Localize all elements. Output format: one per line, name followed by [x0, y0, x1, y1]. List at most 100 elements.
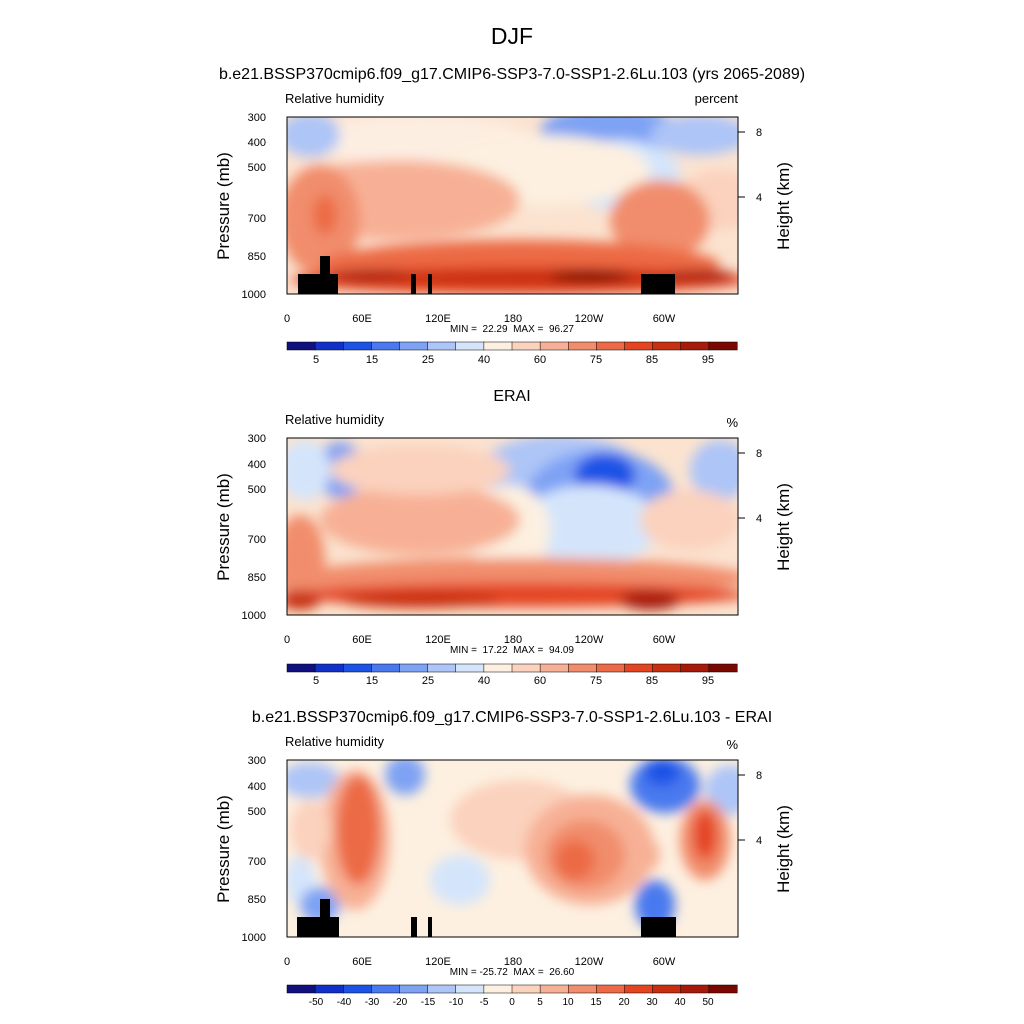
- y-tick-label: 400: [248, 781, 266, 793]
- x-tick-label: 120E: [425, 956, 451, 968]
- colorbar-swatch: [427, 341, 457, 351]
- colorbar-swatch: [399, 663, 429, 673]
- min-max-stats: MIN = 17.22 MAX = 94.09: [450, 645, 574, 656]
- y-tick-label: 500: [248, 806, 266, 818]
- x-tick-label: 180: [504, 956, 522, 968]
- colorbar-swatch: [399, 984, 429, 994]
- y-tick-label: 1000: [242, 610, 266, 622]
- surface-mask: [411, 274, 416, 294]
- variable-label: Relative humidity: [285, 412, 384, 427]
- colorbar-label: 40: [478, 354, 490, 366]
- colorbar-label: 95: [702, 675, 714, 687]
- y-ticks: 300 400 500 700 850 1000: [242, 433, 266, 622]
- colorbar-swatch: [483, 984, 513, 994]
- colorbar-swatch: [483, 341, 513, 351]
- surface-mask: [320, 256, 330, 276]
- variable-label: Relative humidity: [285, 91, 384, 106]
- colorbar-swatch: [624, 341, 654, 351]
- y-tick-label: 500: [248, 162, 266, 174]
- y2-tick-label: 8: [756, 127, 762, 139]
- colorbar-label: 40: [674, 997, 686, 1008]
- x-tick-label: 180: [504, 313, 522, 325]
- x-tick-label: 0: [284, 956, 290, 968]
- y-tick-label: 850: [248, 894, 266, 906]
- units-label: %: [726, 737, 738, 752]
- y-tick-label: 300: [248, 112, 266, 124]
- colorbar-swatch: [511, 341, 541, 351]
- x-tick-label: 60W: [653, 956, 676, 968]
- x-tick-label: 60W: [653, 313, 676, 325]
- surface-mask: [297, 917, 339, 937]
- colorbar-label: 0: [509, 997, 515, 1008]
- y-axis-label: Pressure (mb): [214, 795, 233, 903]
- colorbar-swatch: [539, 984, 569, 994]
- y-tick-label: 850: [248, 572, 266, 584]
- units-label: percent: [695, 91, 739, 106]
- colorbar-label: 10: [562, 997, 574, 1008]
- y2-ticks: 8 4: [738, 127, 762, 204]
- colorbar-label: -30: [365, 997, 380, 1008]
- x-tick-label: 120E: [425, 634, 451, 646]
- colorbar-label: 50: [702, 997, 714, 1008]
- surface-mask: [298, 274, 338, 294]
- panel-model: b.e21.BSSP370cmip6.f09_g17.CMIP6-SSP3-7.…: [214, 66, 805, 366]
- plot-frame: [286, 759, 739, 938]
- colorbar-swatch: [708, 663, 738, 673]
- y2-ticks: 8 4: [738, 448, 762, 525]
- colorbar-swatch: [680, 984, 710, 994]
- y-tick-label: 700: [248, 213, 266, 225]
- colorbar-swatch: [314, 984, 344, 994]
- colorbar-label: -40: [337, 997, 352, 1008]
- panel-title: b.e21.BSSP370cmip6.f09_g17.CMIP6-SSP3-7.…: [252, 709, 772, 726]
- colorbar-swatch: [455, 984, 485, 994]
- units-label: %: [726, 415, 738, 430]
- panel-title: ERAI: [493, 388, 530, 405]
- y2-axis-label: Height (km): [774, 805, 793, 893]
- colorbar-label: -5: [480, 997, 489, 1008]
- colorbar-label: 5: [313, 354, 319, 366]
- colorbar-swatch: [343, 341, 372, 351]
- y-tick-label: 1000: [242, 932, 266, 944]
- colorbar-label: 20: [618, 997, 630, 1008]
- y2-ticks: 8 4: [738, 770, 762, 847]
- x-tick-label: 60E: [352, 313, 372, 325]
- colorbar-swatch: [483, 663, 513, 673]
- x-tick-label: 60E: [352, 956, 372, 968]
- colorbar-swatch: [680, 663, 710, 673]
- colorbar-swatch: [286, 984, 316, 994]
- colorbar-swatch: [596, 663, 626, 673]
- colorbar-swatch: [708, 341, 738, 351]
- colorbar-label: 75: [590, 354, 602, 366]
- surface-mask: [320, 899, 330, 919]
- colorbar-swatch: [343, 984, 372, 994]
- x-tick-label: 0: [284, 634, 290, 646]
- colorbar-label: 25: [422, 675, 434, 687]
- colorbar-swatch: [596, 341, 626, 351]
- colorbar-swatch: [652, 663, 682, 673]
- colorbar-label: 60: [534, 354, 546, 366]
- colorbar-swatch: [652, 984, 682, 994]
- colorbar-swatch: [455, 663, 485, 673]
- colorbar-label: 60: [534, 675, 546, 687]
- y-tick-label: 700: [248, 856, 266, 868]
- y-tick-label: 700: [248, 534, 266, 546]
- y-ticks: 300 400 500 700 850 1000: [242, 755, 266, 944]
- colorbar-swatch: [652, 341, 682, 351]
- colorbar-swatch: [314, 663, 344, 673]
- colorbar-swatch: [624, 984, 654, 994]
- colorbar-swatch: [708, 984, 738, 994]
- y2-tick-label: 8: [756, 770, 762, 782]
- colorbar: 5 15 25 40 60 75 85 95: [286, 663, 738, 687]
- x-tick-label: 60W: [653, 634, 676, 646]
- colorbar-label: 5: [313, 675, 319, 687]
- colorbar-label: 15: [366, 675, 378, 687]
- contour-field: [287, 760, 738, 937]
- surface-mask: [428, 274, 432, 294]
- panel-erai: ERAI Relative humidity %: [214, 388, 793, 687]
- colorbar-label: -20: [393, 997, 408, 1008]
- colorbar-label: 30: [646, 997, 658, 1008]
- y-tick-label: 850: [248, 251, 266, 263]
- colorbar-swatch: [286, 341, 316, 351]
- y-tick-label: 300: [248, 755, 266, 767]
- colorbar-swatch: [624, 663, 654, 673]
